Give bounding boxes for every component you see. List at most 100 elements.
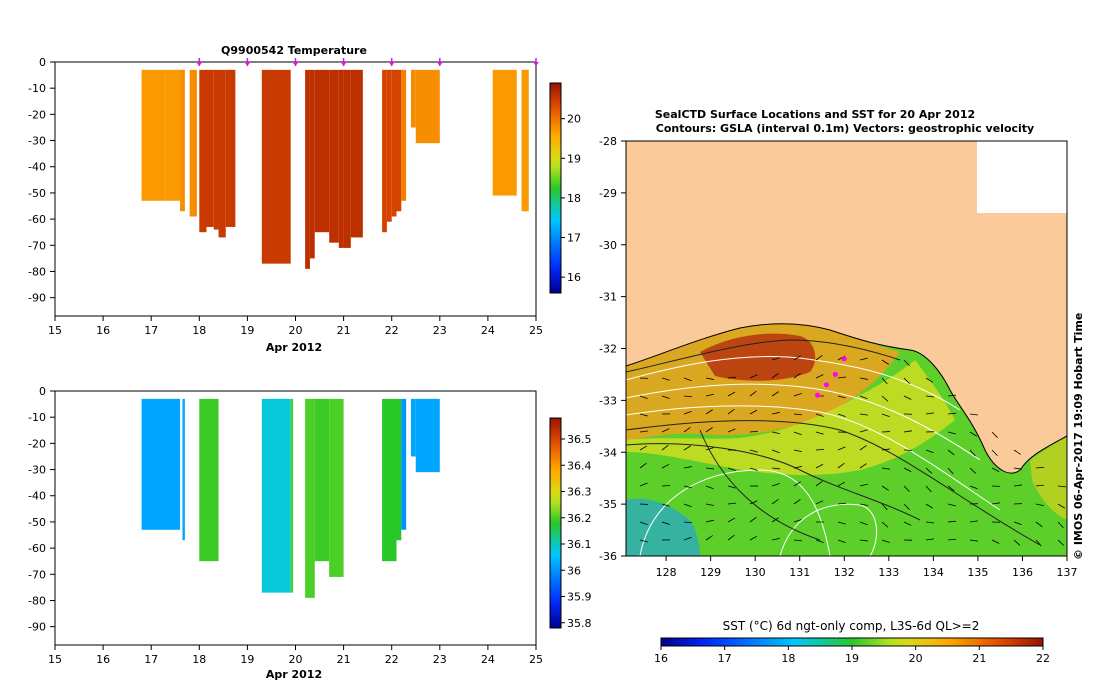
velocity-vector bbox=[969, 520, 978, 523]
y-tick-label: -60 bbox=[28, 213, 46, 226]
y-tick-label: -40 bbox=[28, 490, 46, 503]
velocity-vector bbox=[815, 374, 824, 379]
map-title: SealCTD Surface Locations and SST for 20… bbox=[655, 108, 975, 121]
velocity-vector bbox=[771, 357, 780, 361]
velocity-vector bbox=[771, 483, 780, 487]
velocity-vector bbox=[683, 521, 693, 524]
velocity-vector bbox=[859, 377, 868, 380]
sst-colorbar bbox=[660, 637, 1044, 647]
velocity-vector bbox=[903, 395, 912, 400]
velocity-vector bbox=[859, 395, 868, 400]
velocity-vector bbox=[639, 539, 648, 543]
velocity-vector bbox=[859, 483, 868, 487]
gsla-contours bbox=[626, 339, 1041, 556]
velocity-vector bbox=[793, 413, 802, 416]
profile-marker-head bbox=[340, 62, 347, 66]
profile-column bbox=[350, 69, 363, 238]
velocity-vector bbox=[837, 462, 845, 469]
velocity-vector bbox=[969, 413, 978, 416]
colorbar-tick-label: 36 bbox=[567, 564, 581, 577]
y-tick-label: -20 bbox=[28, 437, 46, 450]
profile-column bbox=[329, 398, 344, 577]
velocity-vector bbox=[683, 426, 691, 433]
velocity-vector bbox=[837, 502, 846, 505]
profile-marker-head bbox=[388, 62, 395, 66]
profile-column bbox=[415, 69, 440, 144]
velocity-vector bbox=[881, 521, 889, 528]
x-tick-label: 22 bbox=[385, 324, 399, 337]
map-y-tick-label: -34 bbox=[599, 446, 617, 459]
y-tick-label: -90 bbox=[28, 292, 46, 305]
velocity-vector bbox=[727, 485, 736, 489]
map-x-ticks: 128 129 130 131 132 133 134 135 136 137 bbox=[656, 556, 1078, 579]
velocity-vector bbox=[925, 538, 934, 541]
sst-colorbar-tick-label: 21 bbox=[972, 652, 986, 665]
velocity-vector bbox=[903, 377, 910, 384]
profile-column bbox=[401, 69, 407, 201]
profile-column bbox=[261, 69, 291, 264]
velocity-vector bbox=[793, 539, 802, 542]
velocity-vector bbox=[881, 503, 888, 511]
velocity-vector bbox=[727, 391, 736, 397]
velocity-vector bbox=[639, 395, 648, 399]
map-area bbox=[626, 141, 1067, 556]
velocity-vector bbox=[947, 412, 956, 415]
velocity-vector bbox=[661, 377, 670, 381]
velocity-vector bbox=[705, 393, 714, 397]
velocity-vector bbox=[727, 428, 736, 433]
y-tick-label: -70 bbox=[28, 239, 46, 252]
profile-column bbox=[165, 69, 181, 201]
y-tick-label: 0 bbox=[39, 56, 46, 69]
velocity-vector bbox=[969, 449, 976, 457]
velocity-vector bbox=[881, 395, 889, 402]
velocity-vector bbox=[661, 521, 670, 525]
profile-column bbox=[182, 398, 185, 541]
x-tick-label: 18 bbox=[192, 653, 206, 666]
y-tick-label: -40 bbox=[28, 161, 46, 174]
velocity-vector bbox=[815, 431, 824, 435]
x-tick-label: 22 bbox=[385, 653, 399, 666]
temperature-profiles bbox=[141, 69, 529, 269]
velocity-vector bbox=[925, 395, 934, 398]
velocity-vector bbox=[683, 377, 692, 382]
velocity-vector bbox=[925, 377, 933, 383]
y-tick-label: -80 bbox=[28, 594, 46, 607]
map-x-tick-label: 130 bbox=[745, 566, 766, 579]
y-tick-label: -60 bbox=[28, 542, 46, 555]
x-tick-label: 23 bbox=[433, 324, 447, 337]
velocity-vector bbox=[1013, 539, 1021, 546]
velocity-vector bbox=[859, 503, 868, 506]
velocity-vector bbox=[749, 467, 758, 471]
map-x-tick-label: 135 bbox=[967, 566, 988, 579]
velocity-vector bbox=[925, 521, 934, 524]
profile-marker-head bbox=[533, 62, 539, 66]
profile-column bbox=[492, 69, 517, 196]
salinity-x-label: Apr 2012 bbox=[266, 668, 322, 681]
temperature-plot-area bbox=[54, 61, 537, 317]
profile-column bbox=[309, 69, 315, 259]
velocity-vector bbox=[903, 467, 912, 473]
velocity-vector bbox=[903, 485, 910, 493]
sst-east-warm bbox=[1030, 436, 1067, 520]
velocity-vector bbox=[749, 500, 758, 505]
velocity-vector bbox=[639, 430, 648, 433]
velocity-vector bbox=[705, 427, 713, 433]
colorbar-tick-label: 17 bbox=[567, 232, 581, 245]
track-point bbox=[823, 382, 829, 388]
velocity-vector bbox=[859, 445, 867, 451]
velocity-vector bbox=[639, 462, 647, 469]
velocity-vector bbox=[925, 485, 932, 493]
x-tick-label: 15 bbox=[48, 653, 62, 666]
velocity-vector bbox=[947, 449, 955, 456]
velocity-vector bbox=[881, 539, 890, 543]
velocity-vector bbox=[925, 467, 933, 474]
x-tick-label: 18 bbox=[192, 324, 206, 337]
salinity-y-ticks: 0 -10 -20 -30 -40 -50 -60 -70 -80 -90 bbox=[28, 385, 55, 634]
velocity-vector bbox=[793, 481, 801, 487]
velocity-vector bbox=[903, 503, 910, 510]
velocity-vector bbox=[661, 428, 670, 433]
y-tick-label: -50 bbox=[28, 516, 46, 529]
profile-column bbox=[410, 69, 416, 128]
velocity-vector bbox=[859, 539, 868, 542]
salinity-plot-area bbox=[54, 390, 537, 646]
